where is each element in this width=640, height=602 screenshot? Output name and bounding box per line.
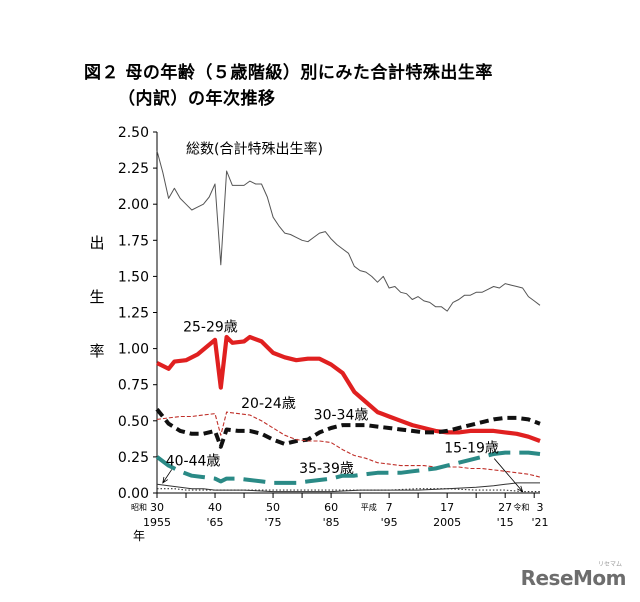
era-label: 平成 <box>361 502 377 512</box>
x-tick-label-era: 7 <box>386 501 393 514</box>
series-label: 25-29歳 <box>183 319 238 335</box>
x-tick-label-year: '21 <box>531 516 548 529</box>
y-axis-label-char: 率 <box>89 342 104 360</box>
x-tick-label-era: 60 <box>324 501 338 514</box>
series-labels-group: 総数(合計特殊出生率) 25-29歳 30-34歳 20-24歳 35-39歳 40-44… <box>162 141 524 493</box>
x-tick-label-era: 50 <box>266 501 280 514</box>
y-axis-label-char: 出 <box>89 234 104 252</box>
y-tick-label: 1.25 <box>118 306 149 322</box>
series-label: 30-34歳 <box>314 407 369 423</box>
x-tick-label-era: 40 <box>208 501 222 514</box>
x-tick-label-year: '65 <box>207 516 224 529</box>
label-arrow-head <box>162 476 169 484</box>
y-tick-label: 1.00 <box>118 342 149 358</box>
chart-title-line1: 図２ 母の年齢（５歳階級）別にみた合計特殊出生率 <box>84 63 493 83</box>
y-tick-label: 0.50 <box>118 414 149 430</box>
x-tick-label-year: '15 <box>497 516 514 529</box>
x-tick-label-year: '75 <box>265 516 282 529</box>
y-tick-label: 1.75 <box>118 233 149 249</box>
chart-title-line2: （内訳）の年次推移 <box>118 89 276 109</box>
y-tick-label: 0.00 <box>118 486 149 502</box>
y-tick-label: 2.00 <box>118 197 149 213</box>
y-tick-label: 0.25 <box>118 450 149 466</box>
x-axis-era-label: 昭和 <box>131 503 147 512</box>
series-line <box>155 407 541 449</box>
x-tick-label-era: 30 <box>150 501 164 514</box>
series-line <box>156 411 541 478</box>
series-label: 総数(合計特殊出生率) <box>186 141 323 158</box>
series-label: 40-44歳 <box>166 454 221 470</box>
era-label: 令和 <box>513 502 529 512</box>
x-tick-label-era: 3 <box>537 501 544 514</box>
x-tick-label-year: '85 <box>323 516 340 529</box>
label-arrow-head <box>517 485 524 493</box>
x-tick-label-year: '95 <box>381 516 398 529</box>
x-axis-year-label: 年 <box>133 529 145 543</box>
label-arrow <box>493 458 523 492</box>
series-line <box>157 488 540 493</box>
series-line <box>156 334 541 443</box>
x-tick-label-year: 2005 <box>433 516 461 529</box>
x-tick-label-era: 27 <box>498 501 512 514</box>
series-line <box>156 150 541 312</box>
y-tick-label: 0.75 <box>118 378 149 394</box>
y-tick-label: 1.50 <box>118 269 149 285</box>
series-label: 35-39歳 <box>299 461 354 477</box>
axes-group: 0.00 0.25 0.50 0.75 1.00 1.25 1.50 1.75 2.00 2.25… <box>89 125 548 543</box>
y-axis-label-char: 生 <box>89 288 104 306</box>
y-tick-label: 2.25 <box>118 161 149 177</box>
series-group <box>155 150 541 493</box>
x-tick-label-era: 17 <box>440 501 454 514</box>
series-line <box>155 450 541 485</box>
y-tick-label: 2.50 <box>118 125 149 141</box>
x-tick-label-year: 1955 <box>143 516 171 529</box>
series-line <box>156 482 540 493</box>
series-label: 15-19歳 <box>444 441 499 457</box>
series-label: 20-24歳 <box>241 396 296 412</box>
brand-tagline: リセマム <box>597 561 622 568</box>
brand-logo: ReseMom <box>520 566 627 590</box>
label-arrow <box>162 469 173 484</box>
